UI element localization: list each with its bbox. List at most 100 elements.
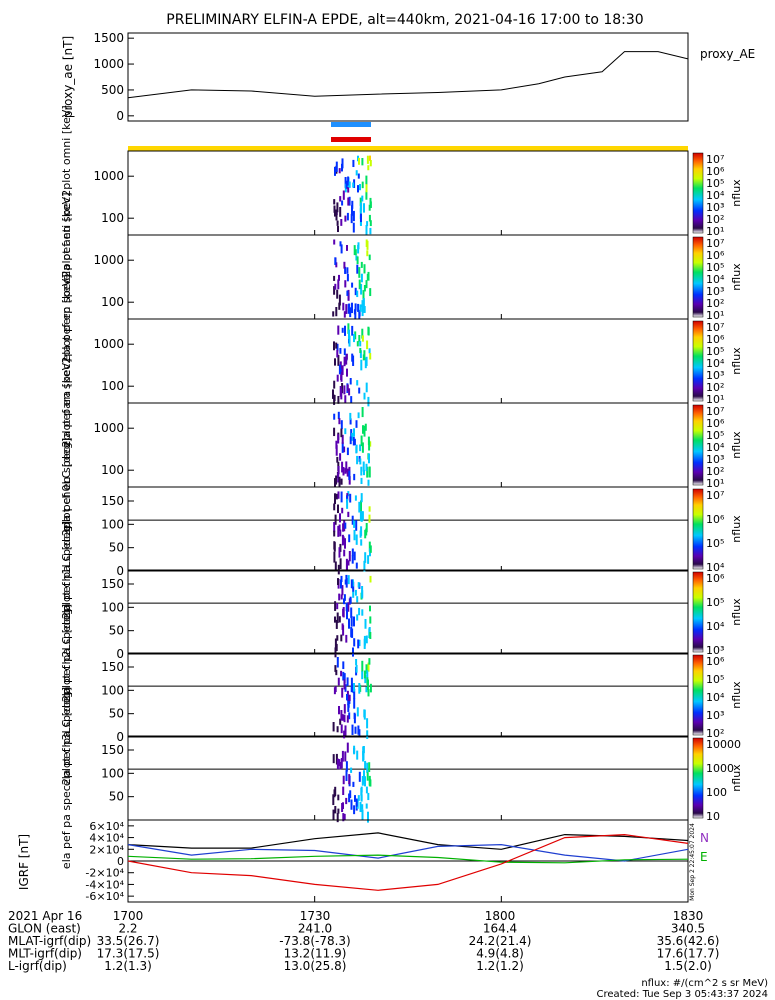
ytick-label: 50 xyxy=(109,707,124,721)
spectrogram-cell xyxy=(350,616,353,627)
panel-ylabel: ela pef pa spec2plot ch2LC [deg] xyxy=(60,604,73,786)
spectrogram-cell xyxy=(353,805,356,815)
spectrogram-cell xyxy=(349,493,352,503)
footer-cell: 13.0(25.8) xyxy=(284,959,347,973)
spectrogram-cell xyxy=(336,456,339,463)
spectrogram-cell xyxy=(351,555,354,564)
spectrogram-cell xyxy=(355,420,358,428)
spectrogram-cell xyxy=(333,427,336,437)
footer-row-label: MLAT-igrf(dip) xyxy=(8,934,91,948)
spectrogram-cell xyxy=(338,302,341,310)
spectrogram-cell xyxy=(360,213,362,223)
spectrogram-cell xyxy=(342,302,345,311)
spectrogram-cell xyxy=(355,446,358,454)
spectrogram-cell xyxy=(361,809,364,821)
colorbar-tick-label: 10⁵ xyxy=(706,596,724,609)
spectrogram-cell xyxy=(338,168,341,174)
colorbar-tick-label: 10³ xyxy=(706,453,724,466)
spectrogram-cell xyxy=(336,202,339,213)
footer-cell: 35.6(42.6) xyxy=(657,934,720,948)
spectrogram-cell xyxy=(337,396,340,404)
igrf-ytick-label: 2×10⁴ xyxy=(89,843,124,856)
spectrogram-cell xyxy=(353,473,356,481)
spectrogram-cell xyxy=(360,283,363,295)
spectrogram-cell xyxy=(357,582,360,588)
spectrogram-cell xyxy=(339,718,342,725)
ytick-label: 100 xyxy=(101,379,124,393)
spectrogram-cell xyxy=(336,220,339,226)
spectrogram-cell xyxy=(344,725,347,736)
spectrogram-cell xyxy=(348,470,351,481)
spectrogram-cell xyxy=(334,561,337,570)
spectrogram-cell xyxy=(357,303,360,312)
spectrogram-cell xyxy=(337,677,340,686)
spectrogram-cell xyxy=(339,453,342,461)
spectrogram-cell xyxy=(351,628,354,638)
spectrogram-cell xyxy=(341,623,344,630)
igrf-ytick-label: -2×10⁴ xyxy=(85,867,124,880)
spectrogram-cell xyxy=(341,434,344,444)
footer-cell: 1830 xyxy=(673,909,704,923)
colorbar-tick-label: 10⁶ xyxy=(706,333,725,346)
colorbar-tick-label: 10⁵ xyxy=(706,177,724,190)
spectrogram-cell xyxy=(365,786,368,794)
spectrogram-cell xyxy=(359,184,361,191)
spectrogram-cell xyxy=(364,674,367,684)
spectrogram-cell xyxy=(364,619,367,629)
spectrogram-cell xyxy=(339,513,341,523)
spectrogram-cell xyxy=(334,493,336,505)
spectrogram-cell xyxy=(361,335,364,342)
spectrogram-cell xyxy=(340,634,343,642)
spectrogram-cell xyxy=(334,601,337,611)
footer-cell: 4.9(4.8) xyxy=(476,947,524,961)
colorbar-tick-label: 10⁵ xyxy=(706,429,724,442)
panel-ylabel: ela pef en spec2plot perp [keV] xyxy=(60,274,73,447)
spectrogram-cell xyxy=(360,466,363,476)
spectrogram-cell xyxy=(343,261,346,269)
spectrogram-cell xyxy=(363,469,365,476)
spectrogram-cell xyxy=(337,491,340,499)
colorbar-tick-label: 10³ xyxy=(706,285,724,298)
spectrogram-panel: 100 1000 ela pef en spec2plot para [keV] 10… xyxy=(60,359,743,532)
spectrogram-cell xyxy=(338,547,341,558)
spectrogram-cell xyxy=(363,350,366,361)
spectrogram-cell xyxy=(358,267,361,278)
spectrogram-cell xyxy=(354,287,357,296)
spectrogram-cell xyxy=(340,367,343,374)
spectrogram-cell xyxy=(365,356,368,367)
spectrogram-cell xyxy=(363,425,366,437)
spectrogram-cell xyxy=(346,290,349,296)
ytick-label: 150 xyxy=(101,743,124,757)
spectrogram-cell xyxy=(364,552,367,563)
spectrogram-cell xyxy=(337,279,340,290)
spectrogram-cell xyxy=(350,686,353,693)
spectrogram-cell xyxy=(363,709,366,718)
spectrogram-cell xyxy=(359,348,362,354)
spectrogram-cell xyxy=(367,555,370,564)
spectrogram-cell xyxy=(339,558,342,570)
spectrogram-cell xyxy=(340,579,342,589)
spectrogram-cell xyxy=(340,388,343,400)
spectrogram-cell xyxy=(347,323,350,334)
proxy-ae-ylabel: proxy_ae [nT] xyxy=(61,36,75,118)
panel-ylabel: ela pef en spec2plot para [keV] xyxy=(60,359,73,532)
spectrogram-cell xyxy=(357,173,360,179)
spectrogram-cell xyxy=(357,244,360,254)
spectrogram-cell xyxy=(369,155,371,161)
spectrogram-cell xyxy=(349,412,352,420)
spectrogram-cell xyxy=(333,541,336,550)
spectrogram-cell xyxy=(347,292,350,301)
spectrogram-cell xyxy=(369,227,372,235)
spectrogram-cell xyxy=(353,529,356,541)
spectrogram-cell xyxy=(369,160,372,167)
spectrogram-cell xyxy=(345,461,348,473)
spectrogram-cell xyxy=(338,418,341,425)
colorbar-label: nflux xyxy=(730,179,743,207)
spectrogram-cell xyxy=(367,689,370,697)
spectrogram-cell xyxy=(341,534,344,546)
ytick-label: 150 xyxy=(101,494,124,508)
spectrogram-cell xyxy=(335,643,338,652)
spectrogram-cell xyxy=(334,686,337,693)
spectrogram-cell xyxy=(333,530,336,537)
spectrogram-cell xyxy=(356,341,359,347)
